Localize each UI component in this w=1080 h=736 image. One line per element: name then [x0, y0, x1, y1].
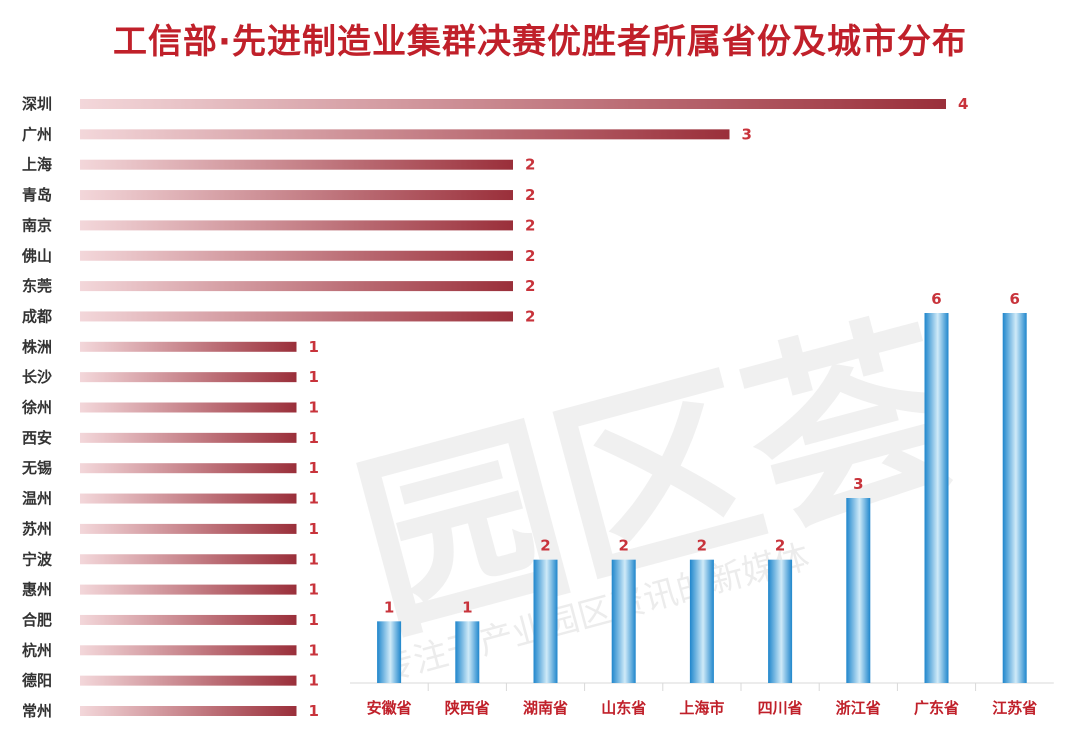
city-bar [80, 614, 297, 625]
city-value-label: 1 [309, 338, 319, 356]
province-value-label: 1 [462, 598, 472, 616]
city-value-label: 3 [742, 125, 752, 143]
city-bar [80, 402, 297, 413]
city-value-label: 1 [309, 368, 319, 386]
city-value-label: 1 [309, 490, 319, 508]
city-label: 温州 [22, 490, 52, 508]
city-label: 青岛 [22, 186, 52, 204]
city-label: 惠州 [22, 581, 52, 599]
province-label: 安徽省 [367, 699, 412, 717]
city-bar [80, 129, 730, 140]
city-bar-chart: 深圳 4 广州 3 上海 2 青岛 2 南京 2 佛山 2 东莞 2 成都 2 株洲 1 长沙 1 徐州 1 西安 1 无锡 1 温… [21, 95, 968, 720]
city-label: 宁波 [22, 550, 53, 568]
city-value-label: 1 [309, 429, 319, 447]
city-value-label: 2 [525, 186, 535, 204]
city-label: 广州 [22, 125, 52, 143]
city-value-label: 2 [525, 307, 535, 325]
province-bar [377, 621, 402, 683]
city-label: 上海 [22, 156, 52, 174]
city-value-label: 2 [525, 156, 535, 174]
province-label: 陕西省 [445, 699, 490, 717]
city-value-label: 2 [525, 216, 535, 234]
city-value-label: 1 [309, 520, 319, 538]
province-value-label: 1 [384, 598, 394, 616]
province-label: 湖南省 [523, 699, 568, 717]
province-label: 山东省 [601, 699, 646, 717]
city-value-label: 1 [309, 459, 319, 477]
province-bar [1002, 313, 1027, 683]
city-label: 佛山 [21, 247, 52, 265]
province-value-label: 3 [853, 475, 863, 493]
province-value-label: 6 [931, 290, 941, 308]
city-label: 长沙 [22, 368, 52, 386]
city-label: 合肥 [21, 611, 52, 629]
city-label: 株洲 [22, 338, 52, 356]
city-label: 常州 [22, 702, 52, 720]
city-value-label: 2 [525, 247, 535, 265]
city-value-label: 1 [309, 641, 319, 659]
city-bar [80, 281, 513, 292]
city-value-label: 1 [309, 581, 319, 599]
city-value-label: 1 [309, 611, 319, 629]
city-value-label: 1 [309, 550, 319, 568]
province-bar [455, 621, 480, 683]
province-value-label: 6 [1009, 290, 1019, 308]
city-label: 无锡 [21, 459, 52, 477]
city-label: 苏州 [22, 520, 52, 538]
city-value-label: 1 [309, 672, 319, 690]
city-bar [80, 190, 513, 201]
city-value-label: 4 [958, 95, 968, 113]
city-bar [80, 645, 297, 656]
city-bar [80, 311, 513, 322]
province-bar [689, 559, 714, 683]
province-label: 江苏省 [992, 699, 1037, 717]
city-bar [80, 493, 297, 504]
city-bar [80, 250, 513, 261]
city-value-label: 1 [309, 399, 319, 417]
province-value-label: 2 [697, 537, 707, 555]
city-value-label: 2 [525, 277, 535, 295]
city-bar [80, 99, 946, 109]
province-bar [846, 498, 871, 683]
province-label: 上海市 [679, 699, 724, 717]
city-value-label: 1 [309, 702, 319, 720]
province-value-label: 2 [775, 537, 785, 555]
city-bar [80, 523, 297, 534]
province-bar [768, 559, 793, 683]
city-label: 东莞 [22, 277, 52, 295]
province-value-label: 2 [540, 537, 550, 555]
province-bar [533, 559, 558, 683]
chart-title: 工信部·先进制造业集群决赛优胜者所属省份及城市分布 [113, 22, 967, 62]
city-bar [80, 432, 297, 443]
province-label: 浙江省 [836, 699, 881, 717]
city-label: 南京 [22, 216, 52, 234]
city-bar [80, 372, 297, 383]
province-label: 四川省 [758, 699, 803, 717]
city-label: 徐州 [21, 399, 52, 417]
city-bar [80, 220, 513, 231]
province-label: 广东省 [914, 699, 959, 717]
city-bar [80, 554, 297, 565]
city-bar [80, 341, 297, 352]
city-label: 杭州 [22, 641, 52, 659]
province-value-label: 2 [618, 537, 628, 555]
city-label: 西安 [22, 429, 52, 447]
watermark: 园区荟 专注于产业园区资讯的新媒体 [337, 289, 977, 690]
city-label: 深圳 [22, 95, 52, 113]
city-label: 德阳 [22, 672, 52, 690]
city-bar [80, 159, 513, 170]
city-bar [80, 675, 297, 686]
province-bar-chart: 1 安徽省 1 陕西省 2 湖南省 2 山东省 2 上海市 2 四川省 3 浙江省 6 广东省 6 江苏省 [350, 290, 1054, 717]
province-bar [611, 559, 636, 683]
city-label: 成都 [22, 307, 52, 325]
city-bar [80, 584, 297, 595]
city-bar [80, 706, 297, 716]
city-bar [80, 463, 297, 474]
province-bar [924, 313, 949, 683]
